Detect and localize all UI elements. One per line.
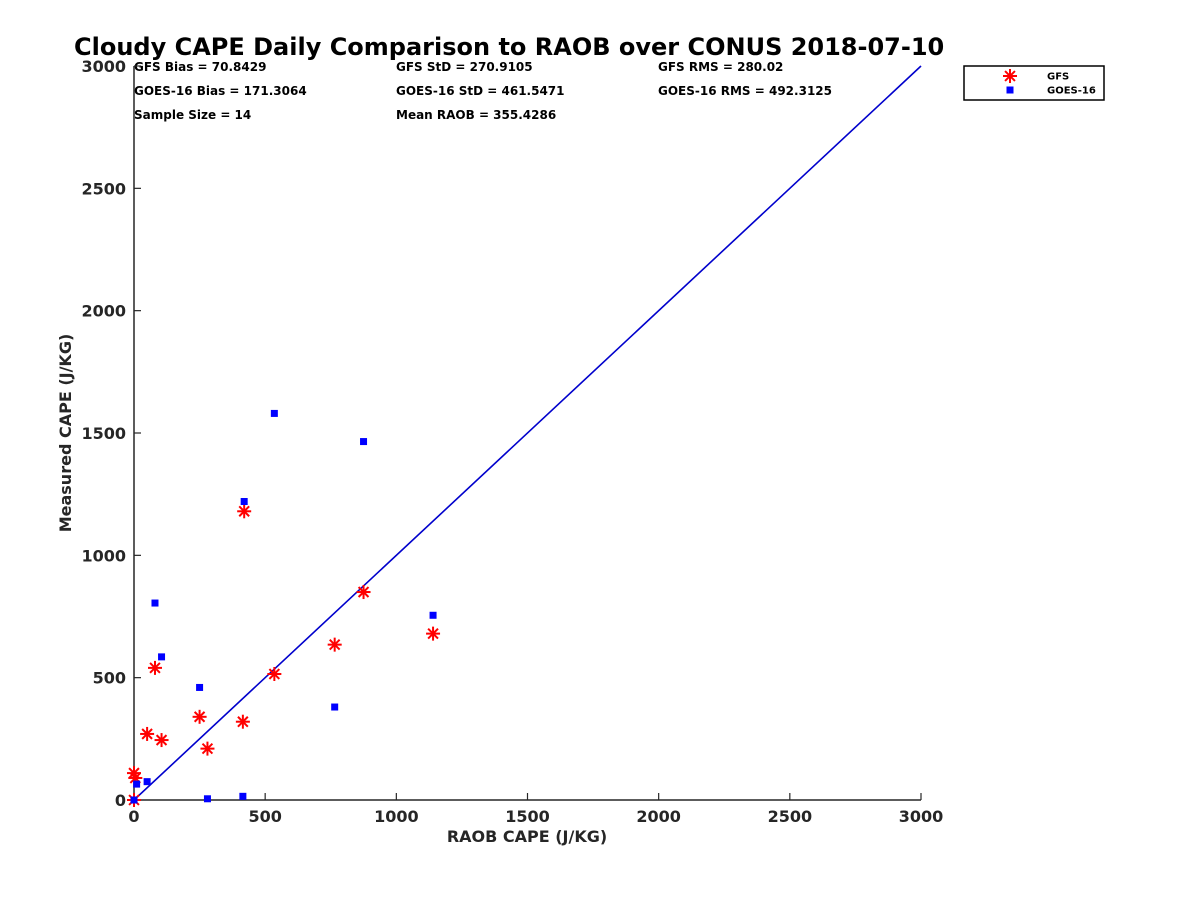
stat-text: GFS Bias = 70.8429 [134, 60, 266, 74]
stat-text: GFS RMS = 280.02 [658, 60, 783, 74]
legend-entry-label: GOES-16 [1047, 86, 1096, 97]
y-tick-label: 2000 [81, 302, 126, 321]
gfs-point [192, 709, 207, 724]
legend: GFS GOES-16 [963, 65, 1105, 101]
data-points [127, 409, 441, 807]
stat-text: Mean RAOB = 355.4286 [396, 108, 556, 122]
axis-ticks: 0 500 1000 1500 2000 2500 3000 0 500 1000 1500 2000… [81, 57, 943, 826]
stat-text: GOES-16 StD = 461.5471 [396, 84, 565, 98]
gfs-point [327, 637, 342, 652]
stat-text: GFS StD = 270.9105 [396, 60, 533, 74]
goes16-point [143, 778, 151, 786]
gfs-point [235, 714, 250, 729]
gfs-point [237, 504, 252, 519]
x-tick-label: 500 [248, 807, 281, 826]
x-tick-label: 0 [128, 807, 139, 826]
x-axis-label: RAOB CAPE (J/KG) [447, 827, 607, 846]
reference-line-group [133, 65, 922, 801]
legend-entry-label: GFS [1047, 72, 1069, 83]
y-axis-label: Measured CAPE (J/KG) [56, 334, 75, 533]
legend-box [963, 65, 1105, 101]
stat-text: Sample Size = 14 [134, 108, 251, 122]
gfs-point [426, 626, 441, 641]
goes16-point [239, 792, 247, 800]
chart-title: Cloudy CAPE Daily Comparison to RAOB ove… [74, 33, 944, 61]
gfs-point [267, 666, 282, 681]
y-tick-label: 1000 [81, 546, 126, 565]
y-tick-label: 3000 [81, 57, 126, 76]
x-tick-label: 3000 [899, 807, 944, 826]
series-gfs [127, 504, 441, 807]
series-goes-16 [130, 409, 437, 804]
y-tick-label: 1500 [81, 424, 126, 443]
legend-gfs-marker [1003, 69, 1017, 83]
y-tick-label: 0 [115, 791, 126, 810]
y-tick-label: 500 [93, 669, 126, 688]
one-to-one-line [133, 65, 922, 801]
goes16-point [133, 780, 141, 788]
gfs-point [200, 741, 215, 756]
goes16-point [360, 438, 368, 446]
goes16-point [130, 796, 138, 804]
goes16-point [270, 409, 278, 417]
x-tick-label: 2000 [636, 807, 681, 826]
x-tick-label: 2500 [768, 807, 813, 826]
gfs-point [147, 660, 162, 675]
goes16-point [240, 498, 248, 506]
legend-goes16-marker [1006, 86, 1014, 94]
gfs-point [140, 726, 155, 741]
stat-text: GOES-16 RMS = 492.3125 [658, 84, 832, 98]
goes16-point [196, 683, 204, 691]
goes16-point [151, 599, 159, 607]
y-tick-label: 2500 [81, 179, 126, 198]
x-tick-label: 1000 [374, 807, 419, 826]
x-tick-label: 1500 [505, 807, 550, 826]
goes16-point [203, 795, 211, 803]
goes16-point [331, 703, 339, 711]
stat-text: GOES-16 Bias = 171.3064 [134, 84, 307, 98]
stats-block: GFS Bias = 70.8429 GFS StD = 270.9105 GFS … [134, 60, 832, 122]
gfs-point [356, 585, 371, 600]
goes16-point [429, 611, 437, 619]
goes16-point [158, 653, 166, 661]
gfs-point [154, 733, 169, 748]
